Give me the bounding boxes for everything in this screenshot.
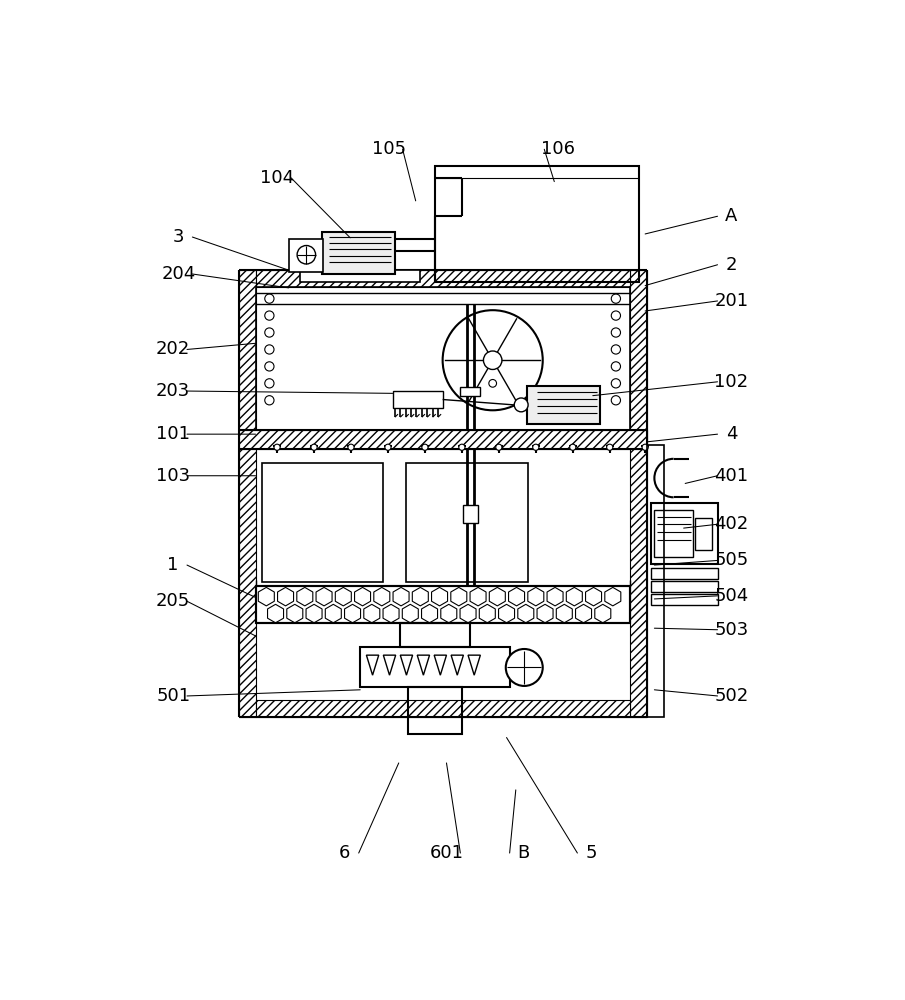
Bar (255, 700, 630, 717)
Circle shape (611, 396, 621, 405)
Text: 102: 102 (714, 373, 748, 391)
Circle shape (514, 398, 529, 412)
Circle shape (611, 294, 621, 303)
Text: 104: 104 (260, 169, 294, 187)
Circle shape (459, 444, 465, 450)
Bar (289, 239, 323, 272)
Bar (651, 568, 719, 579)
Text: 202: 202 (156, 340, 190, 358)
Bar (400, 623, 470, 647)
Bar (647, 445, 663, 717)
Circle shape (569, 444, 576, 450)
Text: 105: 105 (372, 140, 405, 158)
Text: 401: 401 (714, 467, 748, 485)
Circle shape (611, 362, 621, 371)
Bar (255, 287, 630, 430)
Bar (461, 387, 481, 396)
Text: 101: 101 (157, 425, 190, 443)
Bar (393, 391, 443, 408)
Bar (528, 386, 601, 424)
Circle shape (422, 444, 428, 450)
Circle shape (274, 444, 281, 450)
Circle shape (265, 362, 274, 371)
Bar (262, 463, 384, 582)
Circle shape (265, 379, 274, 388)
Circle shape (496, 444, 502, 450)
Text: 601: 601 (430, 844, 463, 862)
Circle shape (611, 379, 621, 388)
Text: 2: 2 (726, 256, 738, 274)
Bar (651, 503, 719, 564)
Circle shape (265, 345, 274, 354)
Circle shape (489, 379, 497, 387)
Bar (360, 647, 510, 687)
Bar (239, 430, 647, 449)
Circle shape (443, 310, 543, 410)
Circle shape (606, 444, 613, 450)
Circle shape (385, 444, 391, 450)
Circle shape (293, 244, 304, 255)
Text: 402: 402 (714, 515, 748, 533)
Bar (322, 232, 395, 274)
Bar (654, 510, 693, 557)
Text: B: B (518, 844, 529, 862)
Text: 106: 106 (541, 140, 576, 158)
Bar (462, 505, 478, 523)
Text: 204: 204 (161, 265, 195, 283)
Bar (255, 586, 630, 623)
Circle shape (265, 396, 274, 405)
Circle shape (611, 328, 621, 337)
Text: 502: 502 (714, 687, 748, 705)
Bar (406, 463, 529, 582)
Circle shape (506, 649, 543, 686)
Bar (651, 594, 719, 605)
Circle shape (533, 444, 538, 450)
Circle shape (265, 311, 274, 320)
Bar (651, 581, 719, 592)
Text: 4: 4 (726, 425, 738, 443)
Circle shape (311, 444, 317, 450)
Text: 505: 505 (714, 551, 748, 569)
Text: A: A (725, 207, 738, 225)
Circle shape (642, 444, 648, 450)
Bar (239, 270, 255, 717)
Text: 203: 203 (156, 382, 190, 400)
Text: 6: 6 (339, 844, 350, 862)
Text: 5: 5 (586, 844, 597, 862)
Text: 503: 503 (714, 621, 748, 639)
Text: 501: 501 (156, 687, 190, 705)
Circle shape (297, 246, 316, 264)
Bar (695, 518, 712, 550)
Circle shape (611, 345, 621, 354)
Text: 1: 1 (167, 556, 179, 574)
Bar (255, 270, 630, 287)
Circle shape (483, 351, 502, 369)
Circle shape (265, 328, 274, 337)
Text: 103: 103 (156, 467, 190, 485)
Bar (408, 687, 462, 734)
Bar (255, 586, 630, 623)
Bar (630, 270, 647, 717)
Circle shape (348, 444, 354, 450)
Bar (435, 166, 639, 282)
Circle shape (611, 311, 621, 320)
Text: 201: 201 (714, 292, 748, 310)
Bar (300, 270, 420, 282)
Text: 205: 205 (156, 592, 190, 610)
Text: 3: 3 (173, 228, 185, 246)
Circle shape (265, 294, 274, 303)
Text: 504: 504 (714, 587, 748, 605)
